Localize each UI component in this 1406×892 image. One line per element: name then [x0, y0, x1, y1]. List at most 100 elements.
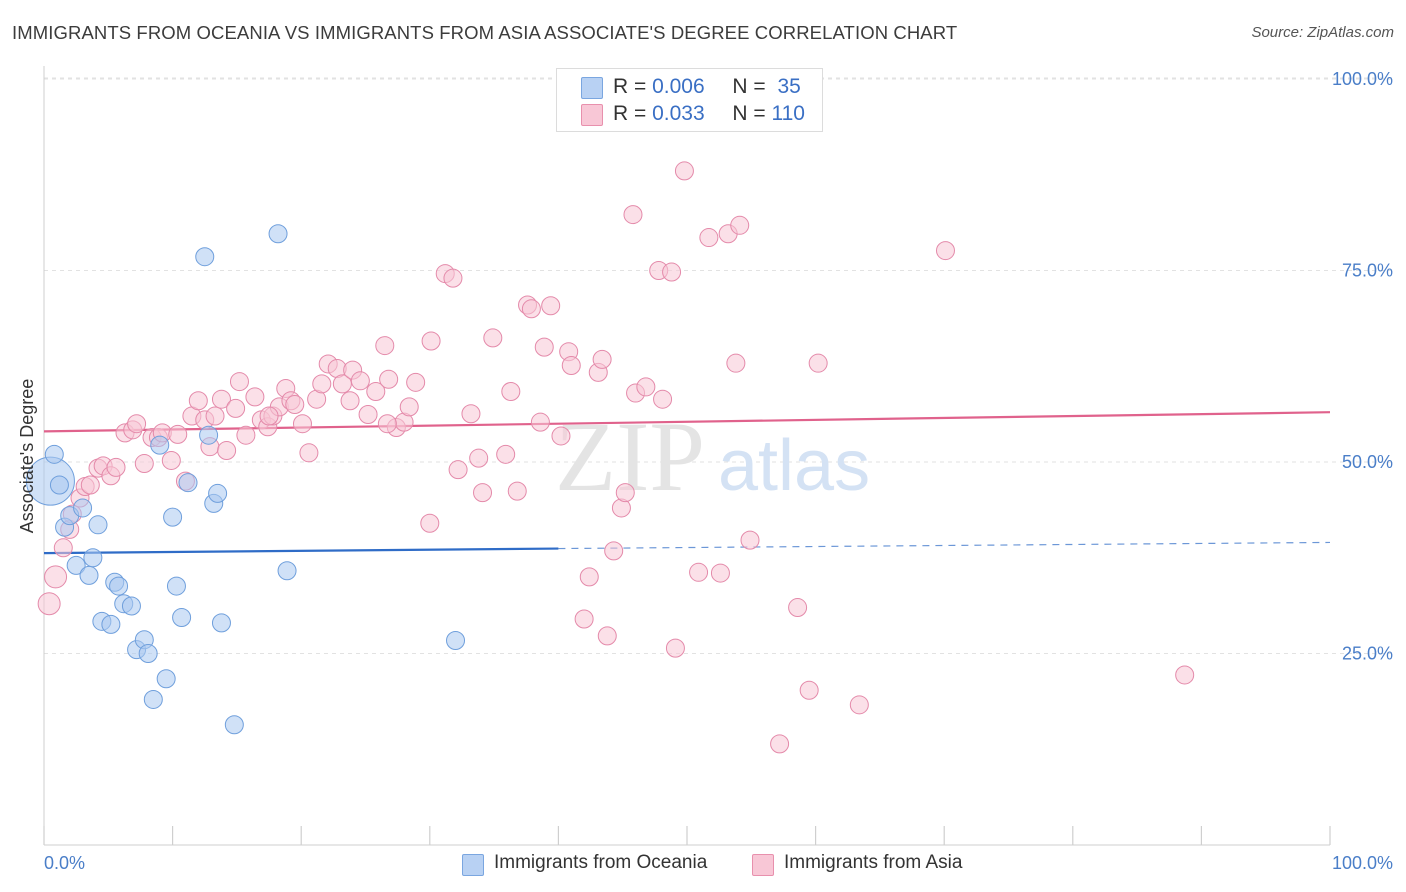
point-asia	[245, 387, 265, 407]
point-asia	[448, 460, 468, 480]
point-oceania	[224, 715, 244, 735]
legend-r-value: 0.006	[652, 75, 705, 98]
legend-r-label: R =	[613, 102, 653, 125]
point-oceania	[195, 247, 215, 267]
point-asia	[726, 353, 746, 373]
point-asia	[799, 680, 819, 700]
y-tick-label: 75.0%	[1342, 261, 1393, 281]
point-asia	[285, 395, 305, 415]
point-asia	[358, 405, 378, 425]
point-asia	[421, 331, 441, 351]
point-oceania	[163, 507, 183, 527]
point-asia	[604, 541, 624, 561]
point-asia	[350, 371, 370, 391]
point-asia	[205, 406, 225, 426]
point-asia	[730, 215, 750, 235]
point-asia	[399, 397, 419, 417]
point-oceania	[101, 614, 121, 634]
point-asia	[37, 592, 61, 616]
point-asia	[808, 353, 828, 373]
point-asia	[665, 638, 685, 658]
y-axis-label: Associate's Degree	[17, 379, 37, 534]
bottom-swatch-asia	[752, 854, 774, 876]
point-asia	[461, 404, 481, 424]
point-asia	[1175, 665, 1195, 685]
point-asia	[332, 374, 352, 394]
axes	[43, 66, 1331, 846]
point-asia	[662, 262, 682, 282]
point-asia	[849, 695, 869, 715]
legend-swatch-asia	[581, 104, 603, 126]
point-asia	[592, 349, 612, 369]
trend-line-oceania	[43, 547, 559, 555]
point-asia	[340, 391, 360, 411]
legend-n-value: 110	[771, 102, 805, 125]
point-asia	[44, 565, 68, 589]
legend-r-label: R =	[613, 75, 653, 98]
legend-n-label: N =	[732, 102, 772, 125]
point-asia	[375, 336, 395, 356]
point-oceania	[178, 473, 198, 493]
tick-labels: 100.0% 75.0% 50.0% 25.0% 0.0% 100.0%	[44, 69, 1393, 873]
point-oceania	[138, 644, 158, 663]
point-asia	[134, 454, 154, 474]
point-oceania	[446, 630, 466, 650]
point-asia	[406, 372, 426, 392]
point-asia	[710, 563, 730, 583]
point-asia	[420, 513, 440, 533]
point-oceania	[172, 607, 192, 627]
point-asia	[615, 483, 635, 503]
point-oceania	[156, 669, 176, 689]
legend-n-value: 35	[777, 75, 801, 98]
point-asia	[80, 475, 100, 495]
y-tick-label: 100.0%	[1332, 69, 1393, 89]
point-oceania	[73, 498, 93, 518]
point-asia	[299, 443, 319, 463]
point-asia	[161, 450, 181, 470]
point-asia	[469, 448, 489, 468]
point-asia	[496, 444, 516, 464]
point-oceania	[268, 224, 288, 244]
point-oceania	[44, 444, 64, 464]
point-oceania	[199, 425, 219, 445]
x-tick-label: 100.0%	[1332, 853, 1393, 873]
point-asia	[770, 734, 790, 754]
point-asia	[292, 414, 312, 434]
legend-swatch-oceania	[581, 77, 603, 99]
bottom-legend-label: Immigrants from Asia	[784, 852, 963, 873]
point-asia	[53, 538, 73, 558]
point-asia	[473, 483, 493, 503]
point-asia	[312, 374, 332, 394]
point-asia	[443, 268, 463, 288]
point-asia	[188, 391, 208, 411]
y-tick-label: 25.0%	[1342, 644, 1393, 664]
point-asia	[483, 328, 503, 348]
point-asia	[106, 457, 126, 477]
point-asia	[217, 441, 237, 461]
legend-n-label: N =	[732, 75, 772, 98]
point-oceania	[79, 565, 99, 585]
point-asia	[935, 241, 955, 261]
point-asia	[689, 562, 709, 582]
data-points	[25, 161, 1195, 754]
chart-title: IMMIGRANTS FROM OCEANIA VS IMMIGRANTS FR…	[12, 22, 958, 43]
point-asia	[379, 369, 399, 389]
point-oceania	[88, 515, 108, 535]
point-asia	[740, 530, 760, 550]
legend: R = 0.006 N = 35 R = 0.033 N = 110	[556, 68, 823, 132]
point-asia	[674, 161, 694, 181]
point-asia	[259, 406, 279, 426]
point-asia	[226, 398, 246, 418]
point-oceania	[150, 435, 170, 455]
trend-line-oceania-extension	[558, 541, 1331, 550]
point-asia	[168, 424, 188, 444]
point-asia	[636, 377, 656, 397]
point-oceania	[211, 613, 231, 633]
point-asia	[788, 598, 808, 618]
point-oceania	[121, 596, 141, 616]
y-tick-label: 50.0%	[1342, 452, 1393, 472]
point-asia	[127, 414, 147, 434]
point-asia	[530, 412, 550, 432]
point-asia	[597, 626, 617, 646]
point-oceania	[83, 548, 103, 568]
